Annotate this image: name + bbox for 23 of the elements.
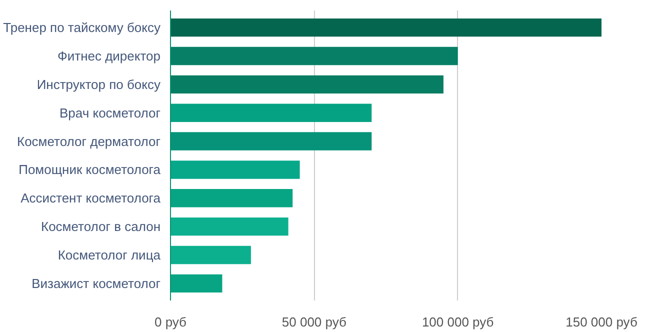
- y-tick-label: Косметолог лица: [58, 248, 162, 263]
- x-tick-label: 100 000 руб: [422, 314, 494, 330]
- x-tick-label: 150 000 руб: [566, 314, 638, 330]
- y-tick-label: Врач косметолог: [60, 105, 161, 120]
- bar: [170, 246, 251, 264]
- y-tick-label: Тренер по тайскому боксу: [3, 20, 161, 36]
- x-tick-label: 0 руб: [154, 314, 187, 330]
- x-tick-label: 50 000 руб: [282, 314, 346, 330]
- y-tick-label: Косметолог в салон: [41, 219, 161, 234]
- bar: [170, 18, 602, 37]
- bar: [170, 189, 293, 208]
- y-tick-label: Помощник косметолога: [18, 162, 162, 178]
- y-tick-label: Инструктор по боксу: [36, 76, 161, 92]
- y-tick-label: Косметолог дерматолог: [17, 134, 161, 149]
- bar: [170, 104, 372, 122]
- bar: [170, 46, 458, 66]
- y-tick-label: Ассистент косметолога: [20, 190, 162, 206]
- bar: [170, 160, 300, 179]
- y-tick-label: Фитнес директор: [57, 48, 160, 64]
- bar: [170, 75, 444, 94]
- y-tick-label: Визажист косметолог: [32, 276, 161, 291]
- bar: [170, 274, 222, 293]
- bar: [170, 217, 288, 236]
